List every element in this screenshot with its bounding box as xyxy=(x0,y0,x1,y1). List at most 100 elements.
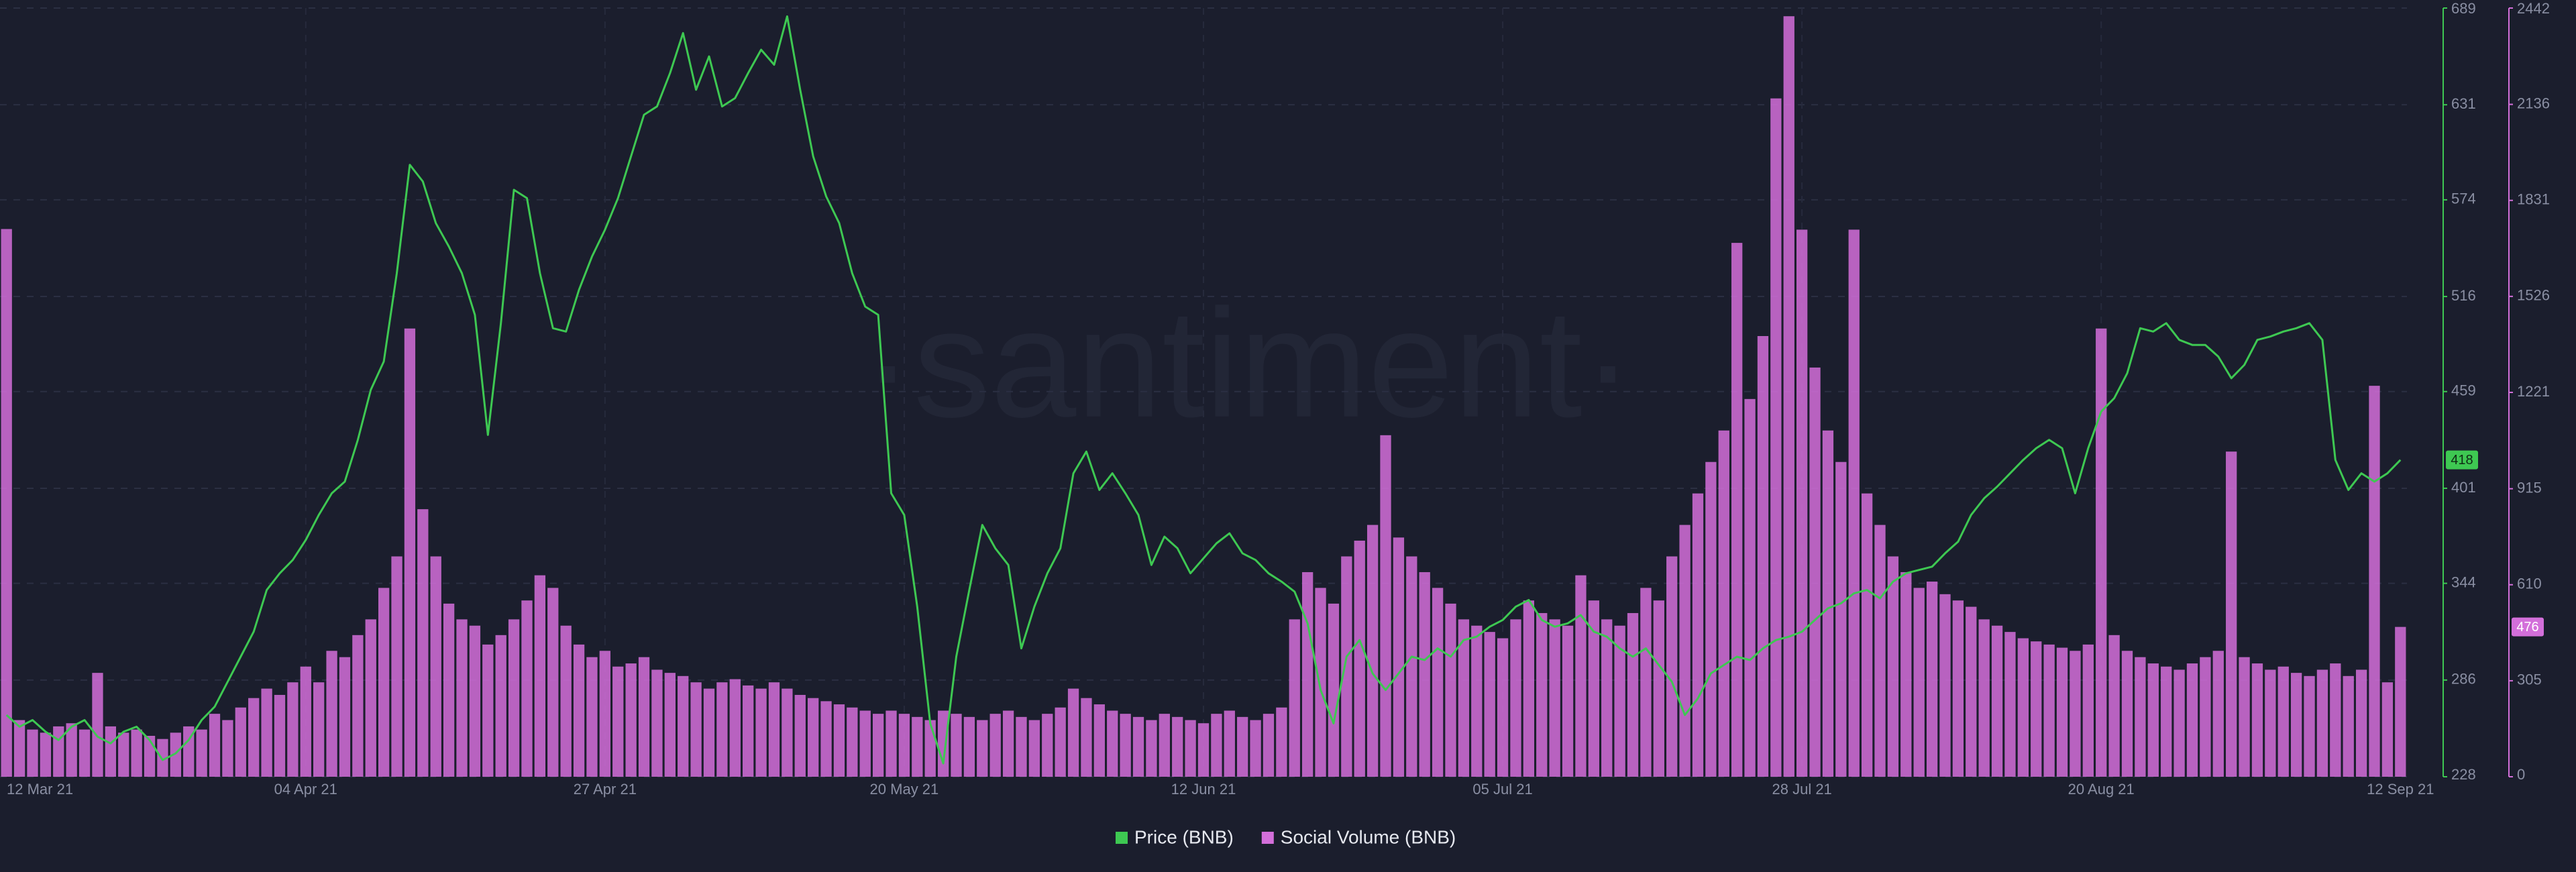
volume-bar xyxy=(2369,386,2380,777)
volume-bar xyxy=(274,694,286,777)
volume-bar xyxy=(131,729,142,777)
volume-bar xyxy=(885,710,897,777)
volume-bar xyxy=(1562,625,1574,777)
volume-bar xyxy=(612,666,624,777)
x-tick-label: 05 Jul 21 xyxy=(1472,781,1532,798)
volume-bar xyxy=(729,679,741,777)
y-tick-label: 574 xyxy=(2451,190,2476,207)
price-line xyxy=(5,15,2402,765)
volume-bar xyxy=(326,651,337,777)
volume-bar xyxy=(924,720,936,777)
volume-bar xyxy=(794,694,806,777)
volume-bar xyxy=(183,726,195,777)
legend-swatch xyxy=(1261,832,1274,844)
x-tick-label: 20 May 21 xyxy=(870,781,939,798)
volume-bar xyxy=(1822,430,1834,777)
volume-bar xyxy=(1809,367,1821,777)
last-value-label: 418 xyxy=(2451,453,2473,468)
volume-bar xyxy=(1,229,12,777)
volume-bar xyxy=(1120,714,1131,777)
volume-bar xyxy=(1093,704,1105,777)
volume-bar xyxy=(222,720,233,777)
volume-bar xyxy=(443,603,455,777)
volume-bar xyxy=(2291,673,2302,777)
volume-bar xyxy=(1783,16,1794,777)
volume-bar xyxy=(1835,461,1847,777)
volume-bar xyxy=(1393,537,1405,777)
volume-bar xyxy=(1471,625,1483,777)
volume-bar xyxy=(1744,398,1756,777)
volume-bar xyxy=(599,651,610,777)
volume-bar xyxy=(1900,571,1912,777)
x-tick-label: 27 Apr 21 xyxy=(574,781,637,798)
volume-bar xyxy=(1952,600,1964,777)
volume-bar xyxy=(2174,669,2185,777)
volume-bar xyxy=(1081,698,1092,777)
volume-bar xyxy=(469,625,481,777)
volume-bar xyxy=(1692,493,1704,777)
volume-bar xyxy=(782,688,793,777)
volume-bar xyxy=(53,726,64,777)
volume-bar xyxy=(1224,710,1235,777)
volume-bar xyxy=(1146,720,1157,777)
volume-bar xyxy=(430,556,441,777)
volume-bar xyxy=(456,619,468,777)
y2-tick-label: 610 xyxy=(2517,576,2542,592)
volume-bar xyxy=(1185,720,1196,777)
volume-bar xyxy=(716,682,728,777)
volume-bar xyxy=(1887,556,1899,777)
legend-swatch xyxy=(1116,832,1128,844)
volume-bar xyxy=(859,710,871,777)
volume-bar xyxy=(300,666,311,777)
volume-bar xyxy=(743,685,754,777)
volume-bar xyxy=(1302,571,1313,777)
volume-bar xyxy=(261,688,272,777)
volume-bar xyxy=(808,698,819,777)
volume-bar xyxy=(13,720,25,777)
volume-bar xyxy=(1510,619,1521,777)
volume-bar xyxy=(534,575,546,777)
volume-bar xyxy=(2395,626,2406,777)
volume-bar xyxy=(1770,98,1782,777)
volume-bar xyxy=(1575,575,1587,777)
volume-bar xyxy=(1419,571,1430,777)
y2-tick-label: 1526 xyxy=(2517,287,2550,304)
volume-bar xyxy=(78,729,91,777)
volume-bar xyxy=(1640,588,1652,777)
volume-bar xyxy=(209,714,221,777)
volume-bar xyxy=(1484,632,1495,777)
volume-bar xyxy=(2135,657,2146,777)
volume-bar xyxy=(560,625,572,777)
volume-bar xyxy=(27,729,38,777)
volume-bar xyxy=(1848,229,1860,777)
volume-bar xyxy=(573,644,585,777)
volume-bar xyxy=(1523,600,1535,777)
volume-bar xyxy=(977,720,988,777)
volume-bar xyxy=(2265,669,2276,777)
volume-bar xyxy=(352,635,364,777)
volume-bar xyxy=(287,682,299,777)
volume-bar xyxy=(1315,588,1326,777)
volume-bar xyxy=(1966,606,1977,777)
volume-bar xyxy=(1601,619,1613,777)
volume-bar xyxy=(1028,720,1040,777)
volume-bar xyxy=(2330,663,2341,777)
y-tick-label: 459 xyxy=(2451,382,2476,399)
volume-bar xyxy=(2004,632,2016,777)
volume-bar xyxy=(248,698,260,777)
volume-bar xyxy=(898,714,910,777)
volume-bar xyxy=(703,688,715,777)
volume-bar xyxy=(1588,600,1599,777)
volume-bar xyxy=(678,675,689,777)
volume-bar xyxy=(92,673,103,777)
volume-bar xyxy=(1237,716,1248,777)
volume-bar xyxy=(157,739,168,777)
y-tick-label: 286 xyxy=(2451,671,2476,688)
volume-bar xyxy=(2082,644,2094,777)
volume-bar xyxy=(586,657,598,777)
volume-bar xyxy=(547,588,559,777)
volume-bar xyxy=(1250,720,1261,777)
volume-bar xyxy=(820,701,832,777)
